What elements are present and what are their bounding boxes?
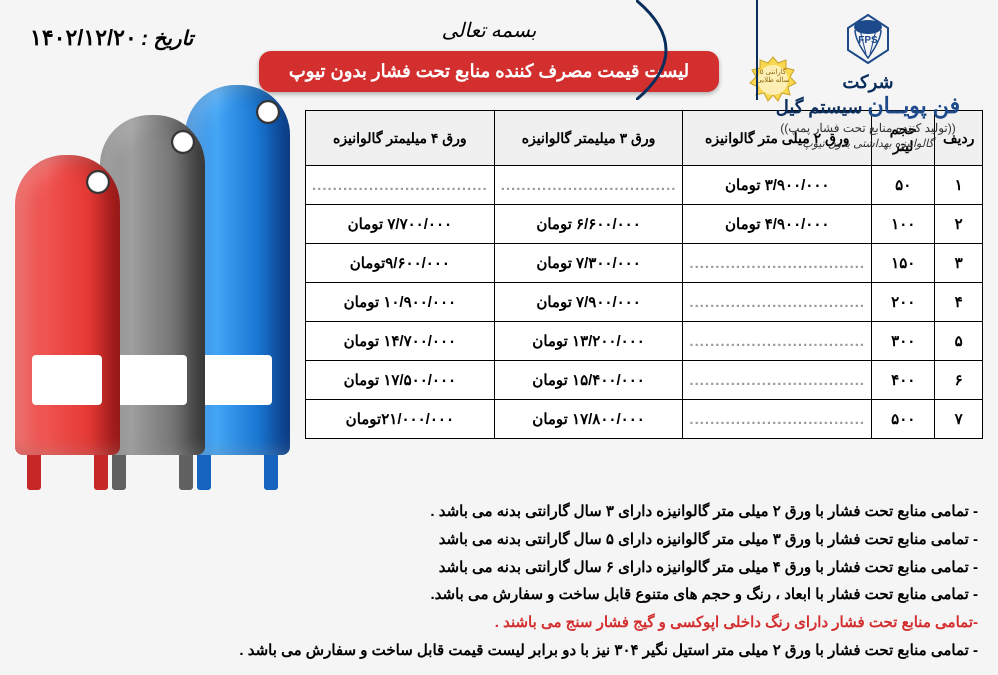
cell-c4: ۷/۷۰۰/۰۰۰ تومان: [306, 205, 495, 244]
cell-idx: ۵: [935, 322, 983, 361]
cell-c2: ..................................: [683, 322, 872, 361]
gauge-icon: [171, 130, 195, 154]
date-value: ۱۴۰۲/۱۲/۲۰: [30, 25, 137, 50]
note-line: - تمامی منابع تحت فشار با ورق ۴ میلی متر…: [20, 554, 978, 582]
note-line: - تمامی منابع تحت فشار با ابعاد ، رنگ و …: [20, 581, 978, 609]
table-row: ۴۲۰۰..................................۷/…: [306, 283, 983, 322]
table-row: ۷۵۰۰..................................۱۷…: [306, 400, 983, 439]
th-c3: ورق ۳ میلیمتر گالوانیزه: [494, 111, 683, 166]
price-table: ردیف حجم لیتر ورق ۲ میلی متر گالوانیزه و…: [305, 110, 983, 439]
cell-c4: ۱۴/۷۰۰/۰۰۰ تومان: [306, 322, 495, 361]
tank-label: [202, 355, 272, 405]
cell-vol: ۵۰: [872, 166, 935, 205]
company-sub1: ((تولید کننده منابع تحت فشار پمپ)): [758, 121, 978, 135]
main-area: ردیف حجم لیتر ورق ۲ میلی متر گالوانیزه و…: [0, 110, 998, 490]
cell-vol: ۴۰۰: [872, 361, 935, 400]
cell-c3: ..................................: [494, 166, 683, 205]
cell-idx: ۷: [935, 400, 983, 439]
cell-c2: ..................................: [683, 400, 872, 439]
cell-vol: ۳۰۰: [872, 322, 935, 361]
cell-c3: ۱۵/۴۰۰/۰۰۰ تومان: [494, 361, 683, 400]
badge-text: گارانتی ۵ ساله طلایی: [756, 69, 790, 84]
note-line: -تمامی منابع تحت فشار دارای رنگ داخلی اپ…: [20, 609, 978, 637]
cell-vol: ۱۰۰: [872, 205, 935, 244]
date-label: تاریخ :: [141, 28, 193, 50]
cell-idx: ۶: [935, 361, 983, 400]
cell-c4: ۹/۶۰۰/۰۰۰تومان: [306, 244, 495, 283]
note-line: - تمامی منابع تحت فشار با ورق ۲ میلی متر…: [20, 637, 978, 665]
table-row: ۱۵۰۳/۹۰۰/۰۰۰ تومان......................…: [306, 166, 983, 205]
cell-c3: ۱۳/۲۰۰/۰۰۰ تومان: [494, 322, 683, 361]
notes-section: - تمامی منابع تحت فشار با ورق ۲ میلی متر…: [0, 490, 998, 675]
svg-text:FPS: FPS: [858, 35, 878, 46]
th-c4: ورق ۴ میلیمتر گالوانیزه: [306, 111, 495, 166]
cell-c3: ۱۷/۸۰۰/۰۰۰ تومان: [494, 400, 683, 439]
cell-c3: ۶/۶۰۰/۰۰۰ تومان: [494, 205, 683, 244]
company-block: FPS شرکت فن پویــان سیستم گیل ((تولید کن…: [758, 10, 978, 150]
header: FPS شرکت فن پویــان سیستم گیل ((تولید کن…: [0, 0, 998, 110]
cell-c4: ۱۷/۵۰۰/۰۰۰ تومان: [306, 361, 495, 400]
tank-label: [32, 355, 102, 405]
cell-c2: ..................................: [683, 283, 872, 322]
tank-label: [117, 355, 187, 405]
tank-red: [15, 155, 120, 490]
table-row: ۶۴۰۰..................................۱۵…: [306, 361, 983, 400]
tanks-illustration: [15, 110, 295, 490]
company-pre: شرکت: [842, 72, 893, 92]
company-main: فن پویــان: [867, 93, 960, 118]
cell-c3: ۷/۹۰۰/۰۰۰ تومان: [494, 283, 683, 322]
cell-idx: ۴: [935, 283, 983, 322]
cell-idx: ۲: [935, 205, 983, 244]
cell-c2: ..................................: [683, 244, 872, 283]
note-line: - تمامی منابع تحت فشار با ورق ۳ میلی متر…: [20, 526, 978, 554]
date-block: تاریخ : ۱۴۰۲/۱۲/۲۰: [20, 10, 220, 51]
header-curve: [636, 0, 756, 100]
gauge-icon: [86, 170, 110, 194]
table-row: ۲۱۰۰۴/۹۰۰/۰۰۰ تومان۶/۶۰۰/۰۰۰ تومان۷/۷۰۰/…: [306, 205, 983, 244]
cell-c2: ۴/۹۰۰/۰۰۰ تومان: [683, 205, 872, 244]
cell-c4: ۲۱/۰۰۰/۰۰۰تومان: [306, 400, 495, 439]
cell-vol: ۲۰۰: [872, 283, 935, 322]
cell-vol: ۱۵۰: [872, 244, 935, 283]
cell-c2: ..................................: [683, 361, 872, 400]
company-sub2: گالوانیزه بهداشتی بدون تیوپ: [758, 137, 978, 150]
gauge-icon: [256, 100, 280, 124]
note-line: - تمامی منابع تحت فشار با ورق ۲ میلی متر…: [20, 498, 978, 526]
cell-c2: ۳/۹۰۰/۰۰۰ تومان: [683, 166, 872, 205]
cell-c4: ..................................: [306, 166, 495, 205]
cell-c3: ۷/۳۰۰/۰۰۰ تومان: [494, 244, 683, 283]
cell-c4: ۱۰/۹۰۰/۰۰۰ تومان: [306, 283, 495, 322]
company-logo: FPS: [838, 10, 898, 70]
cell-vol: ۵۰۰: [872, 400, 935, 439]
price-table-wrap: ردیف حجم لیتر ورق ۲ میلی متر گالوانیزه و…: [305, 110, 983, 490]
table-row: ۵۳۰۰..................................۱۳…: [306, 322, 983, 361]
cell-idx: ۳: [935, 244, 983, 283]
table-row: ۳۱۵۰..................................۷/…: [306, 244, 983, 283]
cell-idx: ۱: [935, 166, 983, 205]
header-divider: [756, 0, 758, 100]
